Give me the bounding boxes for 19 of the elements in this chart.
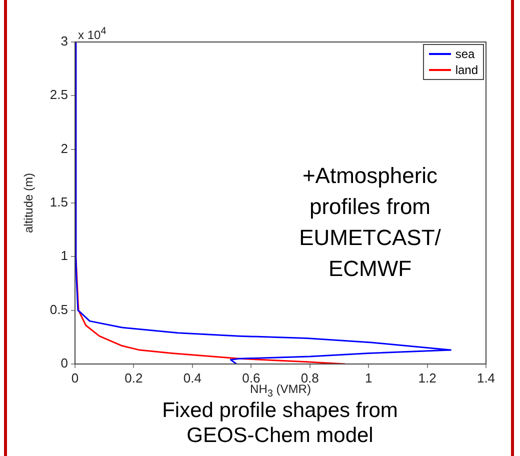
x-tick-label: 1 <box>364 370 372 386</box>
y-tick-label: 3 <box>60 34 68 49</box>
x-tick-label: 0.2 <box>124 370 143 386</box>
x-tick-label: 0.4 <box>183 370 202 386</box>
x-tick-label: 0 <box>71 370 79 386</box>
y-axis-title: altitude (m) <box>22 172 36 234</box>
y-tick-label: 0 <box>60 356 68 371</box>
x-tick-label: 1.4 <box>476 370 496 386</box>
x-tick-label: 1.2 <box>418 370 436 386</box>
annotation: +Atmospheric profiles from EUMETCAST/ ECMWF <box>298 162 442 283</box>
legend-label: sea <box>455 46 475 62</box>
y-tick-label: 1.5 <box>50 194 68 210</box>
y-tick-label: 1 <box>60 248 68 264</box>
y-tick-label: 2.5 <box>50 87 68 102</box>
y-tick-label: 2 <box>60 140 68 156</box>
text: Fixed profile shapes from GEOS-Chem model <box>161 398 399 448</box>
annotation: x 10$^{4}$ <box>78 26 106 42</box>
legend-label: land <box>455 62 478 78</box>
y-tick-label: 0.5 <box>50 302 68 317</box>
